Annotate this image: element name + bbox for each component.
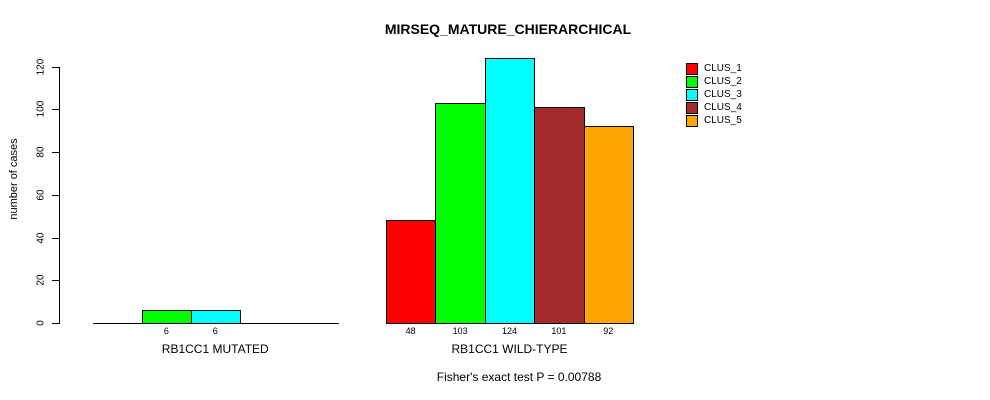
bar-value-label: 103 [452,326,468,336]
y-axis-line [59,66,60,324]
bar-value-label: 48 [405,326,416,336]
y-tick [52,66,59,68]
legend-item: CLUS_1 [686,62,742,75]
legend-item-label: CLUS_2 [704,76,742,87]
bar-value-label: 101 [551,326,567,336]
legend-swatch [686,88,698,101]
y-tick [52,152,59,154]
y-tick-label: 120 [35,58,47,75]
bar-clus_5 [583,126,634,324]
legend-swatch [686,75,698,88]
bar-value-label: 124 [501,326,518,336]
bar-clus_2 [435,102,486,324]
y-tick [52,109,59,111]
legend-swatch [686,101,698,114]
bar-clus_3 [190,310,241,324]
bar-value-label: 6 [212,326,218,336]
y-axis-label: number of cases [8,138,20,220]
y-tick-label: 40 [35,231,47,244]
bar-clus_1 [386,220,437,324]
bar-clus_3 [484,58,536,324]
legend-item: CLUS_5 [686,114,742,127]
legend-item-label: CLUS_1 [704,63,742,74]
legend-item: CLUS_2 [686,75,742,88]
y-tick [52,280,59,282]
legend-swatch [686,114,698,127]
legend-item-label: CLUS_4 [704,102,742,113]
legend-swatch [686,62,698,75]
y-tick-label: 80 [35,146,47,158]
group-label: RB1CC1 MUTATED [161,342,269,356]
bar-clus_4 [534,107,585,324]
y-tick [52,194,59,196]
chart-title: MIRSEQ_MATURE_CHIERARCHICAL [384,21,632,37]
y-tick-label: 0 [35,320,47,326]
y-tick [52,237,59,239]
bar-value-label: 6 [163,326,169,336]
legend-item: CLUS_3 [686,88,742,101]
y-tick-label: 100 [35,100,47,118]
y-tick-label: 20 [35,274,47,286]
legend-item: CLUS_4 [686,101,742,114]
legend-item-label: CLUS_5 [704,115,742,126]
bar-clus_2 [141,310,192,324]
y-tick [52,323,59,324]
group-label: RB1CC1 WILD-TYPE [451,342,568,356]
legend-item-label: CLUS_3 [704,89,742,100]
bar-value-label: 92 [603,326,614,336]
y-tick-label: 60 [35,189,47,201]
fisher-test-note: Fisher's exact test P = 0.00788 [436,370,602,384]
legend: CLUS_1 CLUS_2 CLUS_3 CLUS_4 CLUS_5 [686,62,742,127]
